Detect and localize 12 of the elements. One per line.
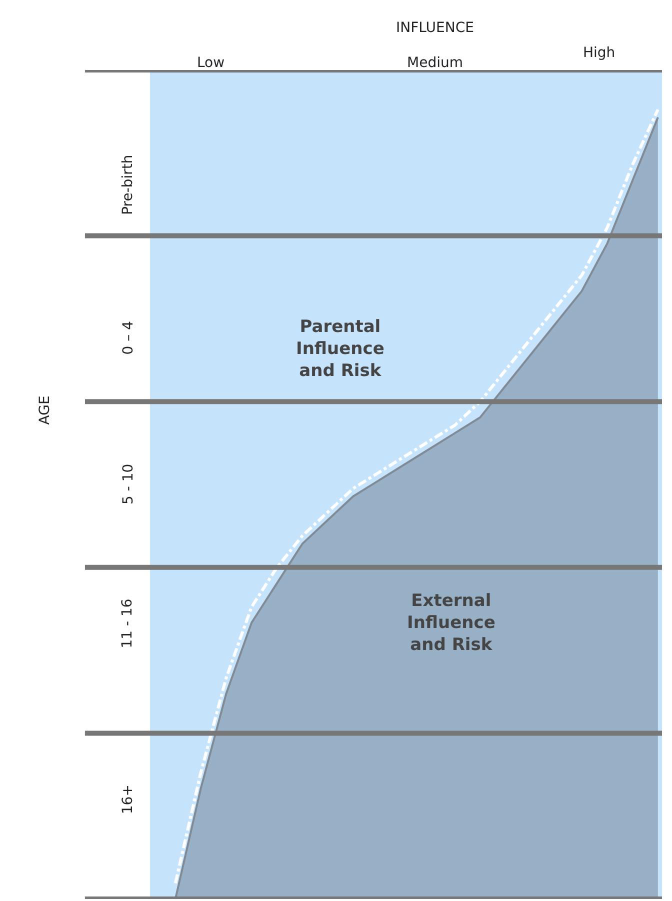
text: High [583, 45, 616, 61]
annotation: External Influence and Risk [407, 591, 496, 656]
text: INFLUENCE [396, 20, 474, 36]
text: 16+ [120, 784, 136, 814]
annotation: Parental Influence and Risk [296, 317, 384, 382]
text: Medium [407, 55, 463, 71]
text: 5 - 10 [120, 464, 136, 504]
text: Low [197, 55, 225, 71]
text: AGE [36, 396, 53, 425]
text: 0 – 4 [120, 320, 136, 355]
text: 11 - 16 [120, 598, 136, 648]
text: Pre-birth [120, 154, 136, 215]
